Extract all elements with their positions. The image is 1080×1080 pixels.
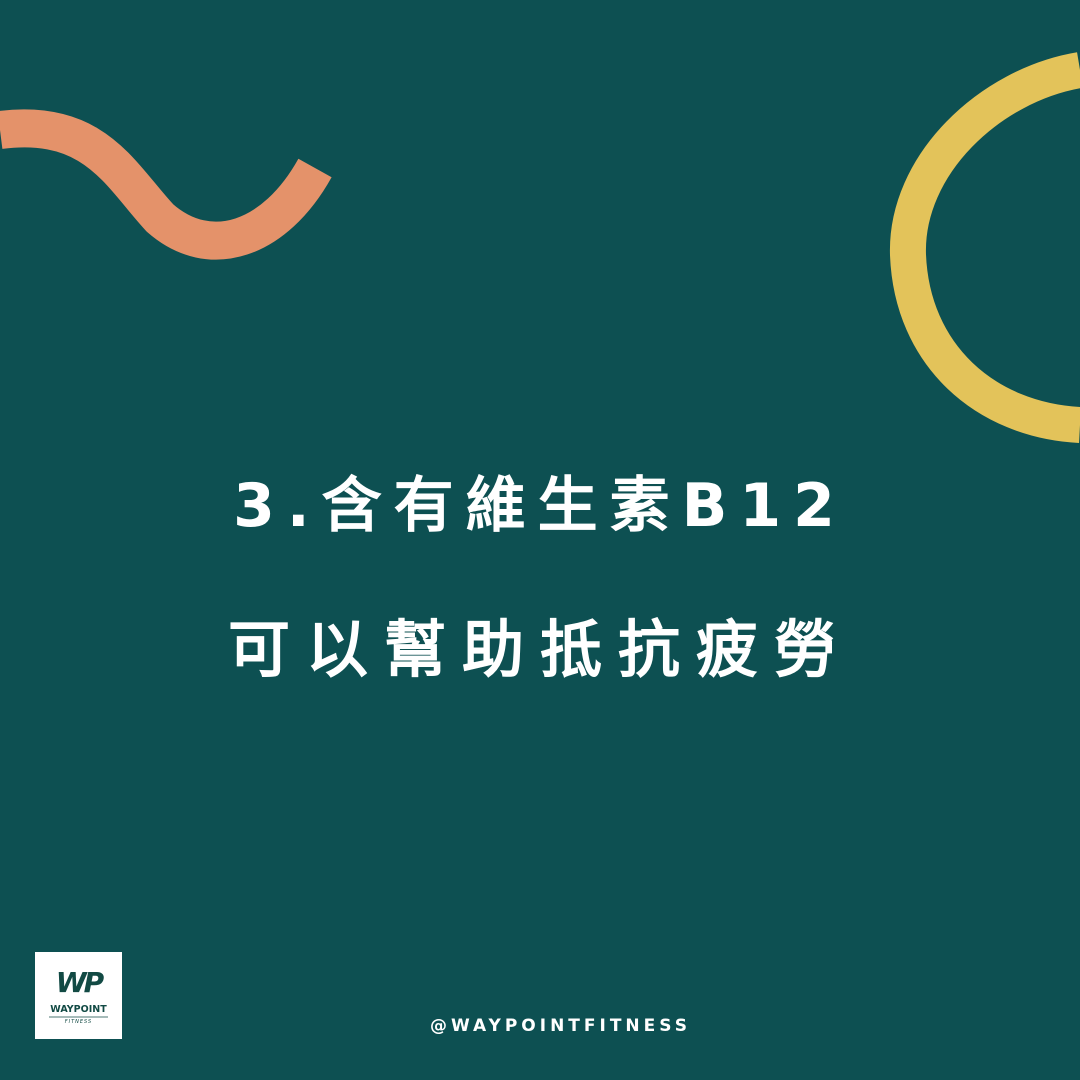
yellow-ring-decoration: [889, 52, 1080, 443]
logo-mark: WP WAYPOINT FITNESS: [49, 966, 108, 1025]
waypoint-logo: WP WAYPOINT FITNESS: [35, 952, 122, 1039]
headline-line-2: 可以幫助抵抗疲勞: [227, 613, 852, 686]
social-handle: @WAYPOINTFITNESS: [430, 1016, 691, 1036]
orange-wave-decoration: [0, 109, 332, 260]
logo-tagline: FITNESS: [65, 1019, 92, 1025]
logo-monogram: WP: [56, 966, 105, 999]
headline-line-1: 3.含有維生素B12: [233, 471, 847, 541]
logo-name: WAYPOINT: [50, 1004, 107, 1015]
